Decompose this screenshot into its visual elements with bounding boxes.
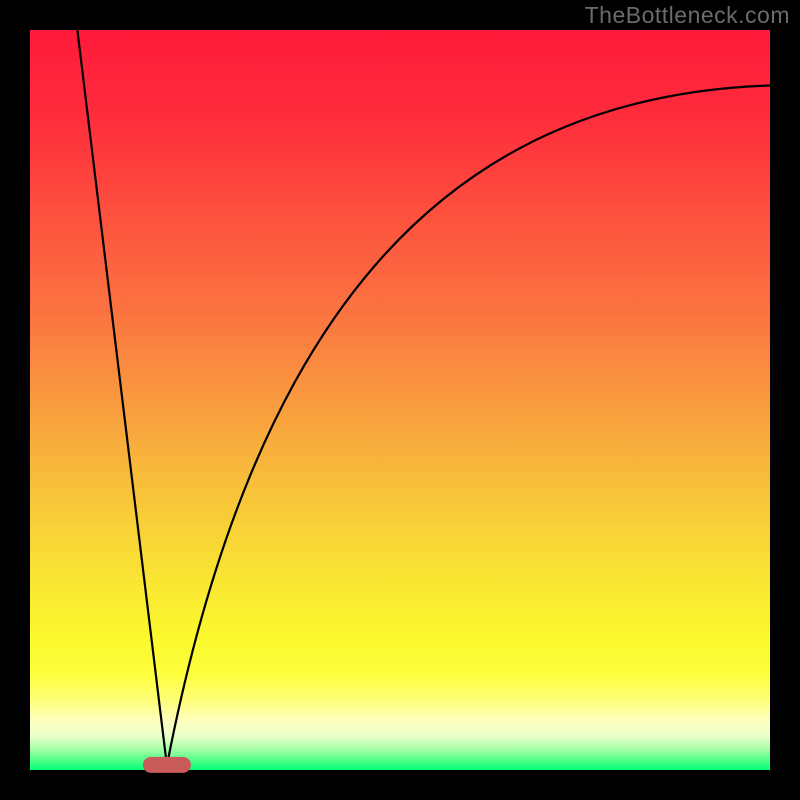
chart-container: TheBottleneck.com <box>0 0 800 800</box>
optimal-marker <box>143 757 191 773</box>
plot-area <box>30 30 770 770</box>
watermark-text: TheBottleneck.com <box>585 2 790 29</box>
bottleneck-chart <box>0 0 800 800</box>
